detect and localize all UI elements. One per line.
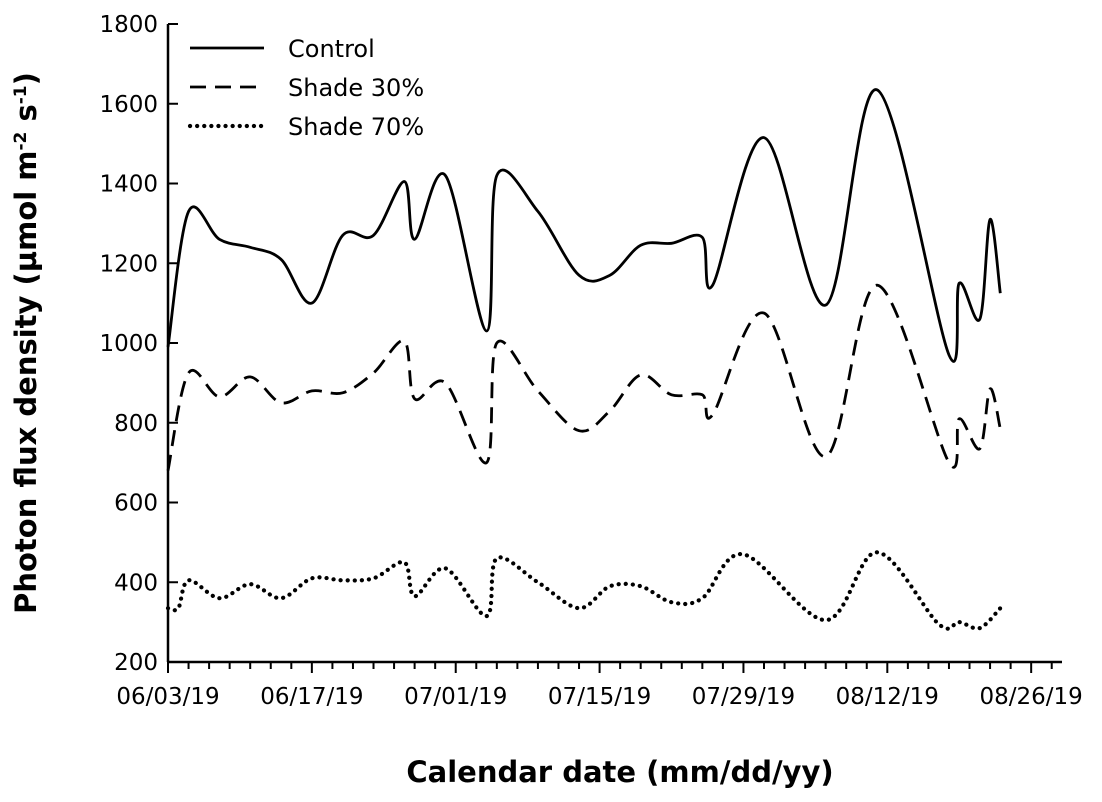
y-axis-title-sup2: -1	[11, 85, 31, 104]
x-tick-label: 08/12/19	[836, 684, 939, 710]
x-axis-title: Calendar date (mm/dd/yy)	[406, 755, 833, 789]
series-line-1	[166, 88, 1002, 363]
x-ticks: 06/03/19 06/17/19 07/01/19 07/15/19 07/29/19…	[116, 662, 1083, 710]
y-tick-label: 800	[114, 411, 158, 437]
y-ticks: 200 400 600 800 1000 1200 1400 1600 1800	[99, 12, 178, 676]
series-layer	[165, 88, 1003, 631]
legend-label: Shade 70%	[288, 113, 424, 141]
series-line-2	[166, 283, 1002, 471]
y-tick-label: 200	[114, 650, 158, 676]
x-tick-label: 07/15/19	[548, 684, 651, 710]
x-tick-label: 08/26/19	[980, 684, 1083, 710]
y-tick-label: 400	[114, 570, 158, 596]
y-tick-label: 1200	[99, 251, 158, 277]
y-axis-title-end: )	[9, 72, 43, 85]
y-tick-label: 600	[114, 491, 158, 517]
y-tick-label: 1600	[99, 92, 158, 118]
legend-label: Control	[288, 35, 375, 63]
y-tick-label: 1400	[99, 172, 158, 198]
y-tick-label: 1000	[99, 331, 158, 357]
y-axis-title-mid: s	[9, 104, 43, 131]
legend: Control Shade 30% Shade 70%	[187, 35, 424, 141]
x-tick-label: 07/01/19	[404, 684, 507, 710]
x-tick-label: 06/03/19	[116, 684, 219, 710]
y-tick-label: 1800	[99, 12, 158, 38]
x-tick-label: 06/17/19	[260, 684, 363, 710]
y-axis-title-sup1: -2	[11, 132, 31, 151]
y-axis-title: Photon flux density (µmol m-2 s-1)	[9, 72, 43, 614]
legend-label: Shade 30%	[288, 74, 424, 102]
x-tick-label: 07/29/19	[692, 684, 795, 710]
y-axis-title-main: Photon flux density (µmol m	[9, 150, 43, 613]
series-line-3	[165, 550, 1003, 631]
